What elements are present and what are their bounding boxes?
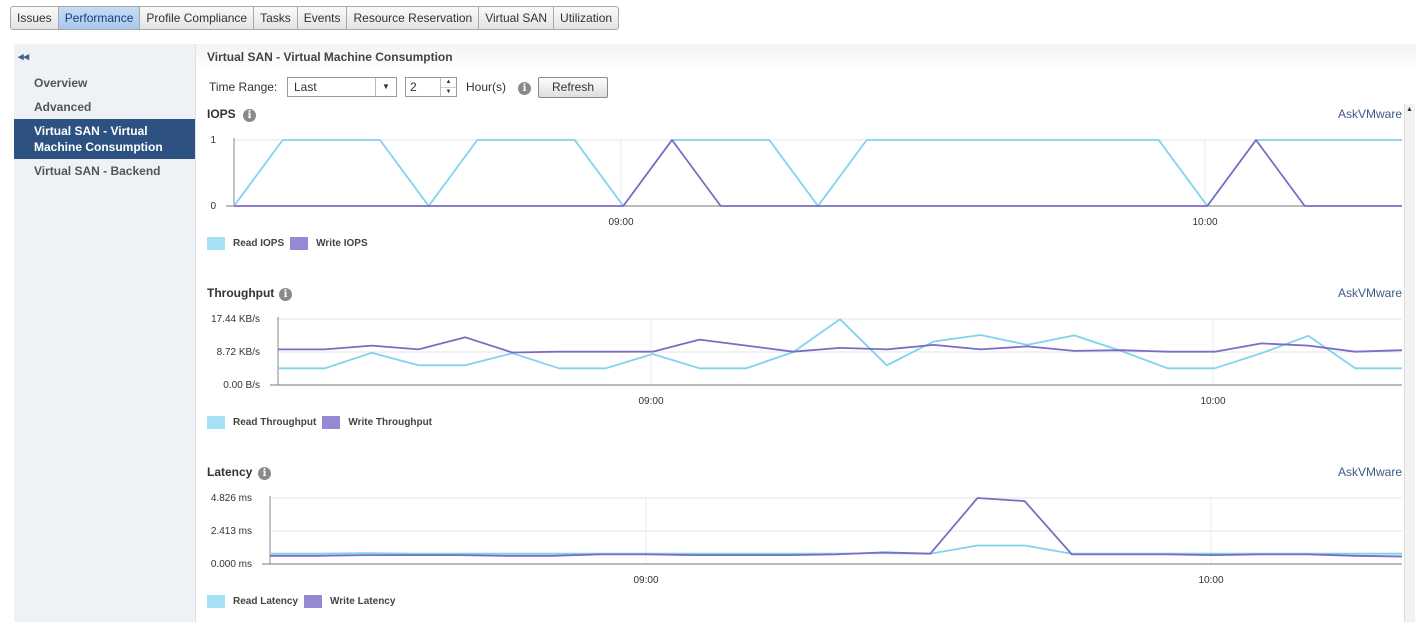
x-tick-label: 09:00	[633, 575, 658, 586]
stepper-up-icon[interactable]: ▲	[441, 78, 456, 88]
time-value: 2	[410, 80, 417, 94]
series-line-write-latency	[270, 497, 1403, 558]
sidebar-item-advanced[interactable]: Advanced	[34, 100, 92, 114]
tab-performance[interactable]: Performance	[58, 6, 141, 30]
iops-title: IOPS	[207, 107, 236, 121]
time-range-label: Time Range:	[209, 80, 278, 94]
series-line-read-latency	[270, 544, 1402, 555]
legend-read-latency: Read Latency	[233, 596, 299, 607]
y-tick-label: 0.000 ms	[211, 559, 252, 570]
y-tick-label: 1	[210, 135, 216, 146]
y-tick-label: 17.44 KB/s	[211, 314, 260, 325]
askvmware-link-latency[interactable]: AskVMware	[1337, 465, 1402, 479]
refresh-button[interactable]: Refresh	[538, 77, 608, 98]
y-tick-label: 0.00 B/s	[223, 380, 260, 391]
legend-read-iops: Read IOPS	[233, 238, 285, 249]
tab-tasks[interactable]: Tasks	[254, 6, 298, 30]
page-title: Virtual SAN - Virtual Machine Consumptio…	[207, 50, 453, 64]
tab-utilization[interactable]: Utilization	[554, 6, 620, 30]
askvmware-link-iops[interactable]: AskVMware	[1337, 107, 1402, 121]
vertical-scrollbar[interactable]: ▲	[1404, 104, 1415, 622]
stepper-down-icon[interactable]: ▼	[445, 89, 452, 95]
info-icon[interactable]: i	[258, 467, 271, 480]
time-value-stepper[interactable]: 2 ▲ ▼	[405, 77, 457, 97]
info-icon[interactable]: i	[518, 82, 531, 95]
sidebar: ◂◂ Overview Advanced Virtual SAN - Virtu…	[14, 44, 196, 622]
x-tick-label: 09:00	[608, 217, 633, 228]
legend-swatch-read	[207, 416, 225, 429]
legend-write-iops: Write IOPS	[316, 238, 368, 249]
legend-swatch-write	[290, 237, 309, 250]
dropdown-arrow-icon[interactable]: ▼	[375, 78, 396, 96]
latency-chart: 4.826 ms 2.413 ms 0.000 ms 09:00 10:00	[211, 493, 1403, 586]
tab-resource-reservation[interactable]: Resource Reservation	[347, 6, 480, 30]
time-unit-label: Hour(s)	[466, 80, 507, 94]
series-line-read-iops	[233, 139, 1402, 207]
content-header	[196, 44, 1416, 70]
iops-chart: 1 0 09:00 10:00	[210, 135, 1402, 228]
y-tick-label: 2.413 ms	[211, 526, 252, 537]
series-line-write-iops	[234, 139, 1402, 207]
legend-read-throughput: Read Throughput	[233, 417, 317, 428]
info-icon[interactable]: i	[243, 109, 256, 122]
time-range-select-value: Last	[294, 80, 317, 94]
throughput-chart: 17.44 KB/s 8.72 KB/s 0.00 B/s 09:00 10:00	[211, 314, 1403, 407]
tab-virtual-san[interactable]: Virtual SAN	[479, 6, 555, 30]
series-line-write-throughput	[278, 336, 1403, 354]
double-chevron-left-icon[interactable]: ◂◂	[18, 51, 30, 63]
tab-issues[interactable]: Issues	[10, 6, 59, 30]
throughput-legend: Read Throughput Write Throughput	[207, 416, 438, 429]
tab-events[interactable]: Events	[297, 6, 348, 30]
x-tick-label: 10:00	[1192, 217, 1217, 228]
sidebar-item-vm-consumption[interactable]: Virtual SAN - Virtual Machine Consumptio…	[14, 119, 195, 159]
time-range-select[interactable]: Last ▼	[287, 77, 397, 97]
x-tick-label: 10:00	[1200, 396, 1225, 407]
x-tick-label: 10:00	[1198, 575, 1223, 586]
throughput-title: Throughput	[207, 286, 275, 300]
series-line-read-throughput	[278, 318, 1402, 370]
sidebar-item-overview[interactable]: Overview	[34, 76, 88, 90]
tab-profile-compliance[interactable]: Profile Compliance	[140, 6, 255, 30]
latency-title: Latency	[207, 465, 253, 479]
y-tick-label: 8.72 KB/s	[217, 347, 260, 358]
legend-swatch-write	[304, 595, 323, 608]
legend-write-latency: Write Latency	[330, 596, 396, 607]
scroll-up-icon[interactable]: ▲	[1406, 106, 1413, 113]
iops-legend: Read IOPS Write IOPS	[207, 237, 374, 250]
legend-swatch-write	[322, 416, 341, 429]
info-icon[interactable]: i	[279, 288, 292, 301]
legend-swatch-read	[207, 237, 225, 250]
sidebar-item-backend[interactable]: Virtual SAN - Backend	[34, 164, 161, 178]
askvmware-link-throughput[interactable]: AskVMware	[1337, 286, 1402, 300]
legend-write-throughput: Write Throughput	[348, 417, 433, 428]
y-tick-label: 4.826 ms	[211, 493, 252, 504]
x-tick-label: 09:00	[638, 396, 663, 407]
latency-legend: Read Latency Write Latency	[207, 595, 401, 608]
y-tick-label: 0	[210, 201, 216, 212]
top-tab-bar: Issues Performance Profile Compliance Tasks…	[10, 6, 620, 30]
legend-swatch-read	[207, 595, 225, 608]
